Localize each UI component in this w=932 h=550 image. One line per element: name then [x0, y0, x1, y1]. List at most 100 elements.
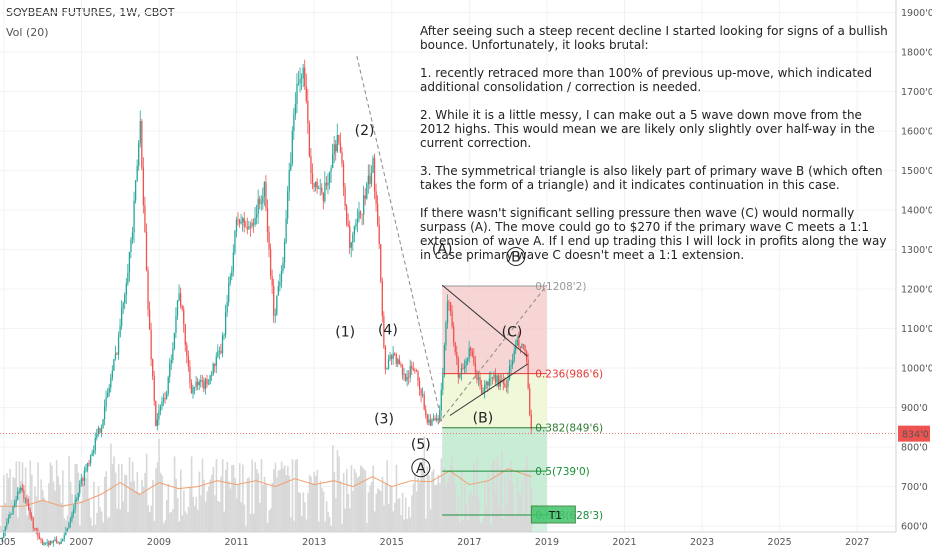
- volume-bar: [86, 464, 89, 532]
- candle-body: [262, 196, 264, 204]
- volume-bar: [48, 483, 50, 532]
- volume-bar: [490, 524, 492, 532]
- candle-body: [463, 366, 466, 369]
- candle-body: [316, 181, 318, 189]
- volume-bar: [465, 503, 468, 532]
- volume-bar: [79, 525, 81, 532]
- volume-bar: [139, 494, 142, 532]
- candle-body: [170, 359, 172, 364]
- candle-body: [490, 377, 492, 379]
- volume-bar: [467, 520, 469, 532]
- volume-bar: [83, 474, 86, 532]
- candle-body: [384, 346, 387, 370]
- volume-bar: [60, 502, 63, 532]
- candle-body: [333, 144, 335, 155]
- candle-body: [4, 526, 6, 533]
- candle-body: [245, 226, 247, 228]
- candle-body: [63, 535, 65, 539]
- candle-body: [20, 488, 22, 491]
- volume-bar: [198, 471, 201, 532]
- volume-bar: [169, 512, 171, 532]
- volume-bar: [1, 505, 4, 532]
- candle-body: [15, 499, 17, 504]
- candle-body: [111, 370, 114, 379]
- candle-body: [431, 419, 433, 426]
- volume-bar: [426, 466, 429, 532]
- volume-bar: [395, 464, 398, 532]
- wave-circle: [506, 246, 526, 266]
- volume-bar: [383, 505, 385, 532]
- volume-bar: [525, 456, 528, 532]
- volume-bar: [252, 513, 255, 532]
- candle-body: [352, 234, 354, 243]
- volume-bar: [404, 497, 407, 532]
- volume-bar: [494, 493, 497, 532]
- x-tick-label: 2007: [69, 537, 93, 548]
- y-tick-label: 1000'0: [901, 364, 932, 375]
- candle-body: [55, 539, 58, 543]
- fib-level-label: 0(1208'2): [535, 281, 586, 293]
- volume-bar: [17, 517, 19, 532]
- volume-bar: [77, 472, 80, 532]
- volume-bar: [502, 517, 505, 532]
- volume-bar: [460, 471, 463, 532]
- candle-body: [435, 418, 438, 421]
- volume-bar: [456, 512, 458, 532]
- candle-body: [46, 542, 48, 544]
- candle-body: [345, 206, 348, 224]
- volume-bar: [211, 474, 213, 532]
- candle-body: [27, 503, 30, 510]
- volume-bar: [206, 491, 208, 532]
- candle-body: [484, 384, 486, 393]
- candle-body: [100, 428, 103, 433]
- candle-body: [305, 85, 307, 101]
- candle-body: [314, 181, 317, 188]
- candle-body: [335, 144, 337, 152]
- candle-body: [318, 188, 320, 189]
- candle-body: [288, 170, 290, 192]
- volume-bar: [425, 518, 427, 532]
- candle-body: [456, 352, 458, 359]
- candle-body: [502, 380, 504, 384]
- volume-bar: [390, 486, 393, 532]
- volume-bar: [310, 476, 312, 532]
- candle-body: [370, 172, 373, 184]
- candle-body: [212, 363, 214, 376]
- volume-bar: [491, 462, 494, 532]
- candle-body: [504, 383, 506, 387]
- candle-body: [97, 428, 100, 435]
- candle-body: [349, 226, 351, 248]
- volume-bar: [336, 450, 339, 532]
- volume-bar: [443, 466, 446, 532]
- candle-body: [226, 302, 228, 313]
- candle-body: [240, 221, 242, 224]
- candle-body: [176, 300, 179, 316]
- volume-bar: [178, 521, 181, 532]
- volume-bar: [119, 509, 122, 532]
- candle-body: [79, 483, 81, 494]
- candle-body: [449, 302, 452, 312]
- wave-label: B: [511, 249, 521, 265]
- volume-bar: [212, 466, 215, 532]
- candle-body: [479, 377, 481, 385]
- volume-bar: [387, 503, 390, 532]
- candle-body: [344, 186, 346, 207]
- volume-bar: [415, 491, 418, 532]
- candle-body: [1, 537, 3, 542]
- volume-bar: [256, 469, 258, 532]
- candle-body: [518, 339, 520, 347]
- volume-bar: [470, 490, 472, 532]
- volume-bar: [27, 496, 30, 532]
- candle-body: [148, 309, 151, 330]
- candle-body: [358, 211, 360, 219]
- candle-body: [224, 312, 227, 335]
- candle-body: [193, 386, 196, 388]
- wave-label: (A): [432, 242, 453, 258]
- candle-body: [378, 224, 380, 245]
- candle-body: [122, 303, 124, 309]
- candle-body: [83, 470, 86, 481]
- volume-bar: [513, 514, 516, 532]
- candle-body: [234, 231, 236, 253]
- candle-body: [246, 227, 248, 230]
